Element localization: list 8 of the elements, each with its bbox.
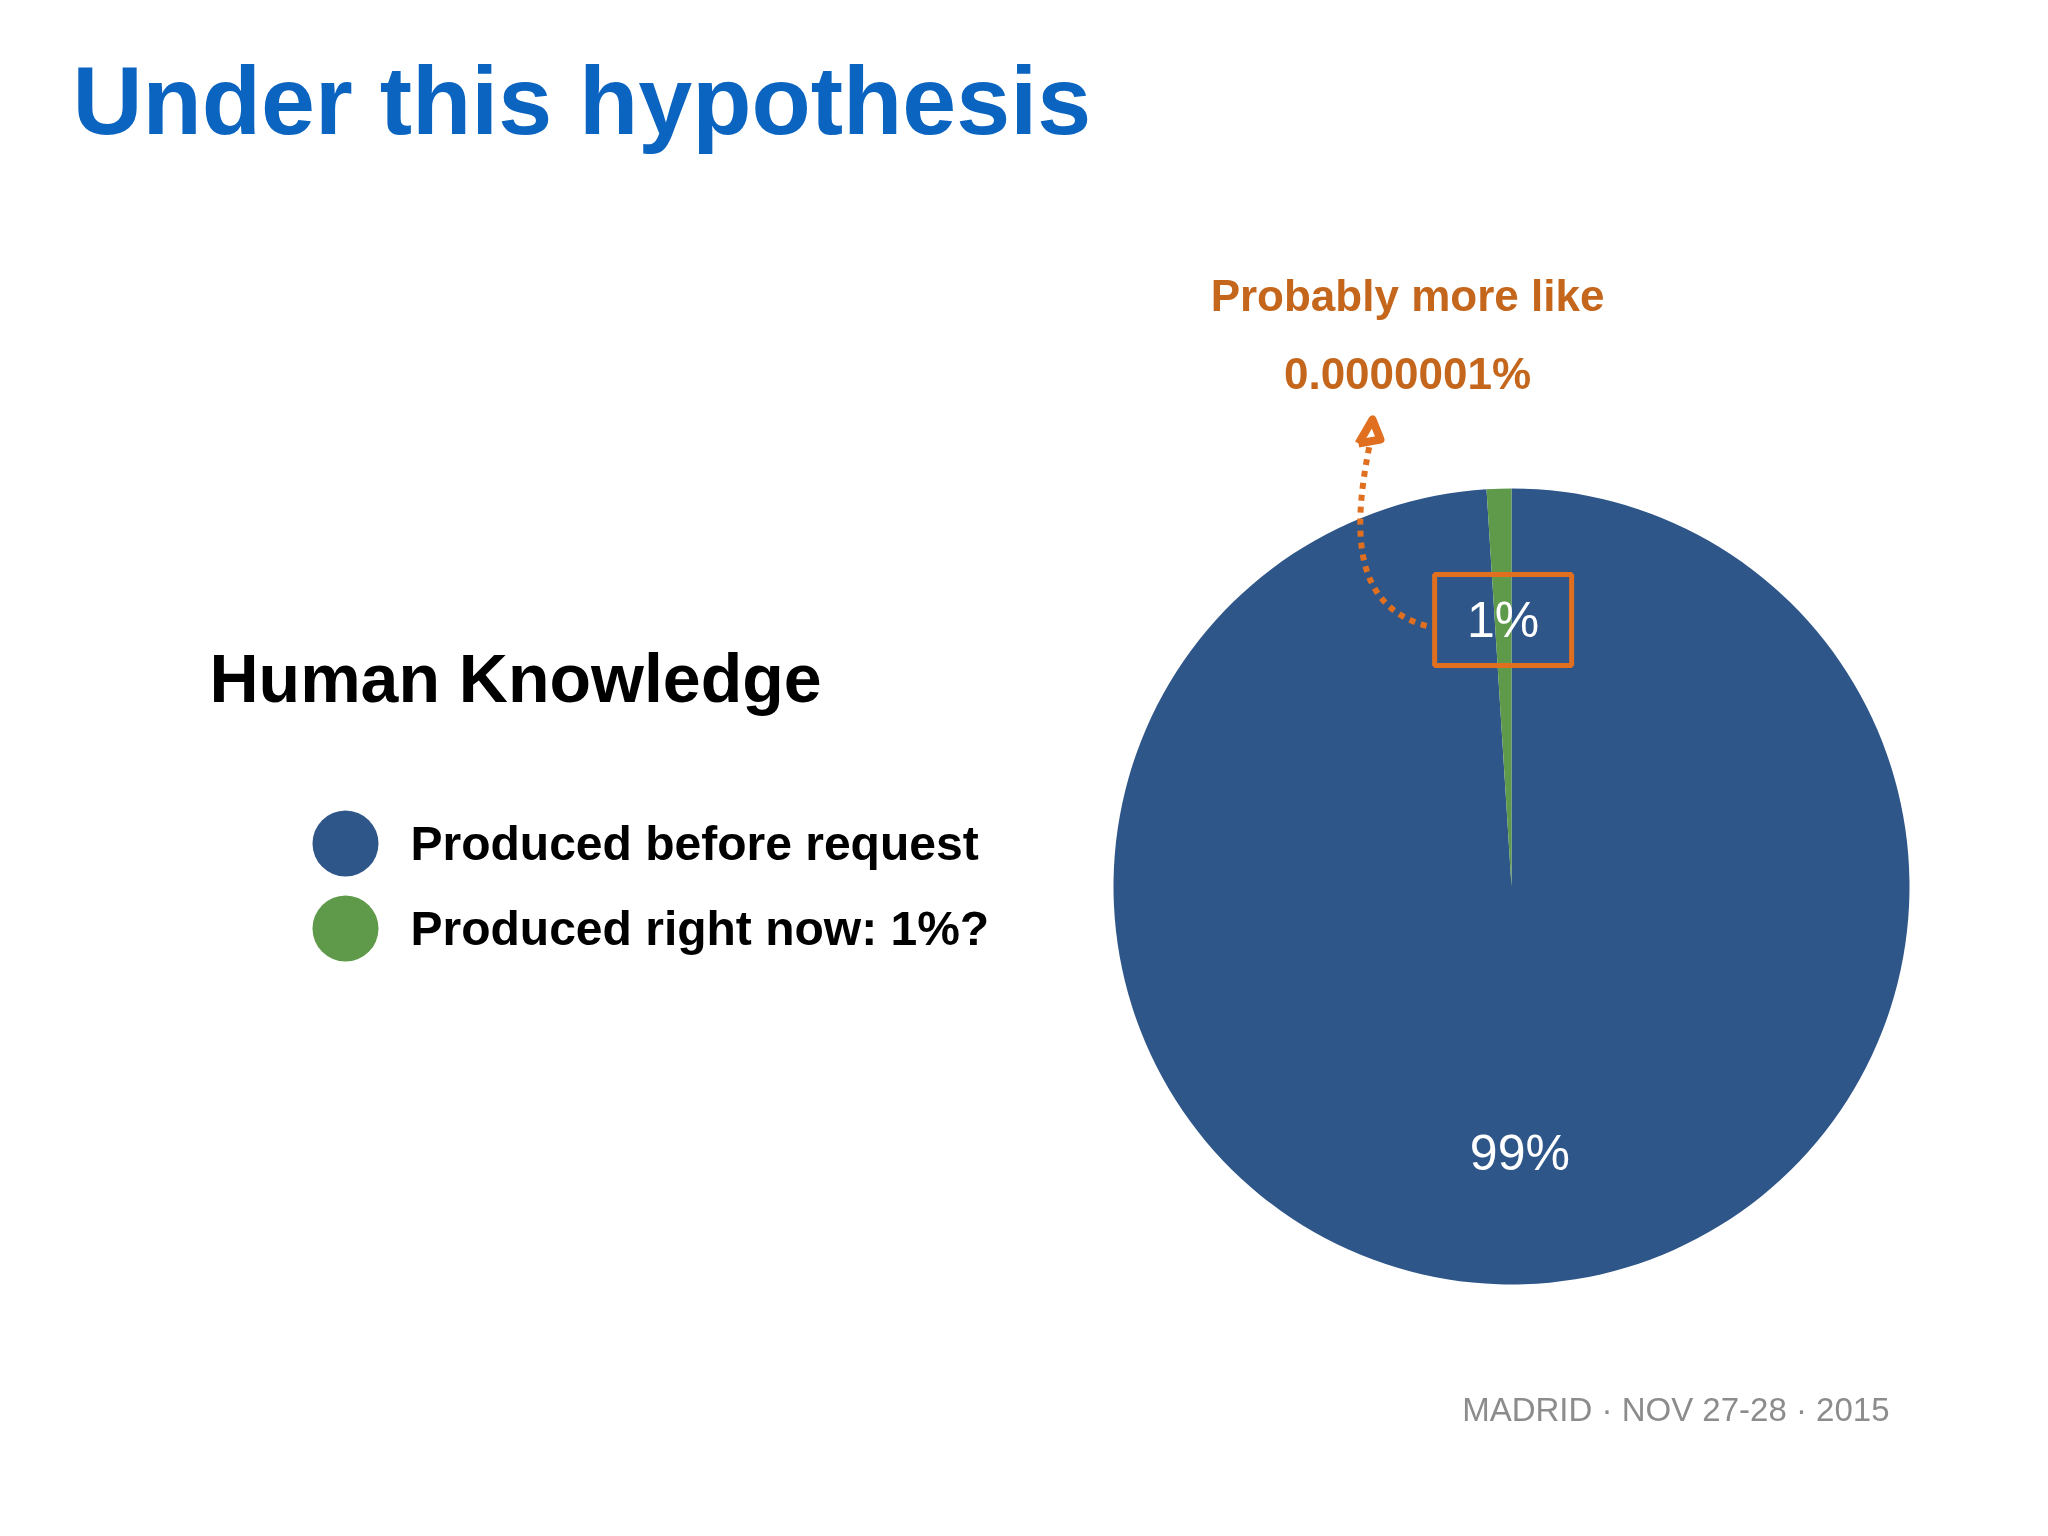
- legend-label: Produced right now: 1%?: [410, 902, 990, 955]
- text: MADRID · NOV 27-28 · 2015: [1462, 1391, 1890, 1428]
- legend-label: Produced before request: [410, 817, 979, 870]
- legend-title: Human Knowledge: [209, 639, 822, 716]
- chart-title: Under this hypothesis: [72, 46, 1092, 155]
- text: Probably more like 0.0000001%: [1210, 270, 1605, 399]
- data-label: 99%: [1469, 1125, 1570, 1182]
- data-label: 1%: [1466, 591, 1540, 648]
